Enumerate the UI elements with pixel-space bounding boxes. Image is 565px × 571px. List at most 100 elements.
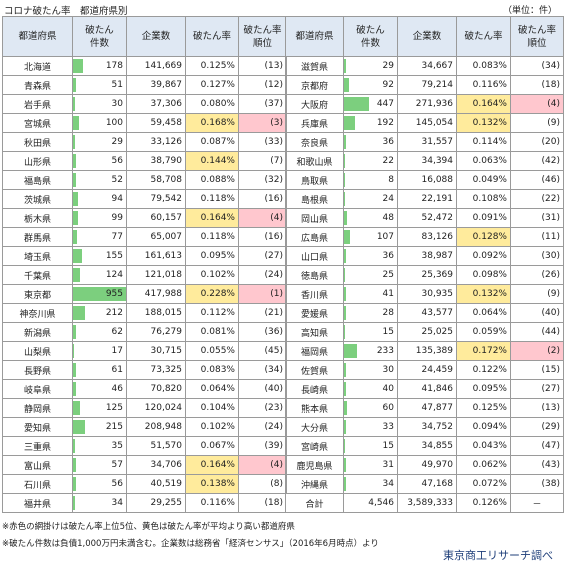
- rate-cell: 0.118%: [185, 227, 239, 247]
- prefecture-cell: 宮城県: [2, 113, 73, 133]
- companies-cell: 30,715: [126, 341, 186, 361]
- companies-cell: 29,255: [126, 493, 186, 513]
- count-value: 107: [376, 232, 394, 242]
- count-databar: [344, 230, 350, 244]
- prefecture-cell: 青森県: [2, 75, 73, 95]
- rate-cell: 0.094%: [456, 417, 511, 437]
- prefecture-cell: 静岡県: [2, 398, 73, 418]
- table-row: 高知県 15 25,025 0.059% (44): [285, 322, 564, 342]
- left-prefecture-table: 都道府県 破たん 件数 企業数 破たん率 破たん率 順位 北海道 178 141,669…: [2, 16, 287, 513]
- count-cell: 56: [72, 474, 127, 494]
- right-table-header: 都道府県 破たん 件数 企業数 破たん率 破たん率 順位: [285, 16, 564, 57]
- table-row: 佐賀県 30 24,459 0.122% (15): [285, 360, 564, 380]
- rate-cell: 0.080%: [185, 94, 239, 114]
- rank-cell: (16): [238, 189, 287, 209]
- rate-cell: 0.092%: [456, 246, 511, 266]
- count-value: 24: [382, 194, 394, 204]
- rank-cell: (8): [238, 474, 287, 494]
- header-rate: 破たん率: [185, 16, 239, 57]
- count-cell: 17: [72, 341, 127, 361]
- table-row: 青森県 51 39,867 0.127% (12): [2, 75, 287, 95]
- companies-cell: 417,988: [126, 284, 186, 304]
- rank-cell: (29): [510, 417, 564, 437]
- prefecture-cell: 山形県: [2, 151, 73, 171]
- count-databar: [73, 306, 85, 320]
- companies-cell: 3,589,333: [397, 493, 457, 513]
- rank-cell: (18): [238, 493, 287, 513]
- companies-cell: 47,877: [397, 398, 457, 418]
- count-databar: [344, 97, 369, 111]
- header-count-line2: 件数: [360, 37, 380, 49]
- note-highlight-legend: ※赤色の網掛けは破たん率上位5位、黄色は破たん率が平均より高い都道府県: [2, 522, 295, 532]
- companies-cell: 58,708: [126, 170, 186, 190]
- count-cell: 46: [72, 379, 127, 399]
- count-databar: [73, 135, 75, 149]
- companies-cell: 25,025: [397, 322, 457, 342]
- count-cell: 8: [343, 170, 398, 190]
- count-cell: 25: [343, 265, 398, 285]
- prefecture-cell: 沖縄県: [285, 474, 344, 494]
- companies-cell: 22,191: [397, 189, 457, 209]
- table-row: 滋賀県 29 34,667 0.083% (34): [285, 56, 564, 76]
- companies-cell: 34,855: [397, 436, 457, 456]
- rank-cell: (43): [510, 455, 564, 475]
- table-row: 神奈川県 212 188,015 0.112% (21): [2, 303, 287, 323]
- count-databar: [73, 249, 82, 263]
- prefecture-cell: 島根県: [285, 189, 344, 209]
- count-value: 60: [382, 403, 394, 413]
- table-row: 静岡県 125 120,024 0.104% (23): [2, 398, 287, 418]
- table-row: 東京都 955 417,988 0.228% (1): [2, 284, 287, 304]
- table-row: 島根県 24 22,191 0.108% (22): [285, 189, 564, 209]
- count-cell: 56: [72, 151, 127, 171]
- table-row: 岡山県 48 52,472 0.091% (31): [285, 208, 564, 228]
- rank-cell: (13): [238, 56, 287, 76]
- rank-cell: (44): [510, 322, 564, 342]
- table-row: 宮城県 100 59,458 0.168% (3): [2, 113, 287, 133]
- rate-cell: 0.062%: [456, 455, 511, 475]
- companies-cell: 25,369: [397, 265, 457, 285]
- table-row: 和歌山県 22 34,394 0.063% (42): [285, 151, 564, 171]
- rate-cell: 0.072%: [456, 474, 511, 494]
- count-databar: [344, 420, 346, 434]
- count-cell: 4,546: [343, 493, 398, 513]
- count-value: 41: [382, 289, 394, 299]
- rate-cell: 0.102%: [185, 417, 239, 437]
- header-count-line1: 破たん: [85, 24, 114, 36]
- count-value: 57: [111, 460, 123, 470]
- companies-cell: 47,168: [397, 474, 457, 494]
- count-cell: 215: [72, 417, 127, 437]
- table-row: 栃木県 99 60,157 0.164% (4): [2, 208, 287, 228]
- count-cell: 62: [72, 322, 127, 342]
- count-cell: 60: [343, 398, 398, 418]
- rate-cell: 0.064%: [456, 303, 511, 323]
- table-row: 宮崎県 15 34,855 0.043% (47): [285, 436, 564, 456]
- prefecture-cell: 富山県: [2, 455, 73, 475]
- count-databar: [344, 477, 346, 491]
- count-cell: 36: [343, 132, 398, 152]
- count-databar: [344, 382, 347, 396]
- rank-cell: (31): [510, 208, 564, 228]
- companies-cell: 120,024: [126, 398, 186, 418]
- count-databar: [344, 249, 346, 263]
- rank-cell: (27): [510, 379, 564, 399]
- prefecture-cell: 北海道: [2, 56, 73, 76]
- rank-cell: (16): [238, 227, 287, 247]
- header-count: 破たん 件数: [72, 16, 127, 57]
- prefecture-cell: 福井県: [2, 493, 73, 513]
- rate-cell: 0.067%: [185, 436, 239, 456]
- count-databar: [344, 439, 345, 453]
- prefecture-cell: 山口県: [285, 246, 344, 266]
- rank-cell: (13): [510, 398, 564, 418]
- count-value: 99: [111, 213, 123, 223]
- count-cell: 92: [343, 75, 398, 95]
- companies-cell: 41,846: [397, 379, 457, 399]
- prefecture-cell: 長野県: [2, 360, 73, 380]
- prefecture-cell: 福島県: [2, 170, 73, 190]
- companies-cell: 141,669: [126, 56, 186, 76]
- count-cell: 124: [72, 265, 127, 285]
- table-row: 長野県 61 73,325 0.083% (34): [2, 360, 287, 380]
- count-value: 31: [382, 460, 394, 470]
- count-value: 62: [111, 327, 123, 337]
- rate-cell: 0.083%: [185, 360, 239, 380]
- count-cell: 22: [343, 151, 398, 171]
